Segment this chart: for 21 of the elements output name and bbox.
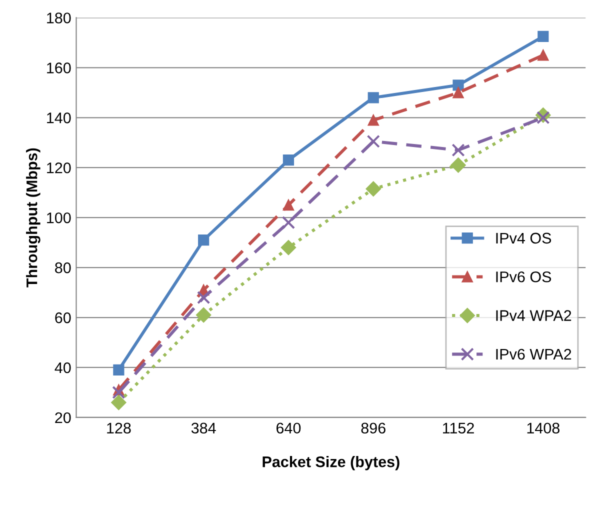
y-tick-label: 180 (47, 12, 71, 24)
x-tick-label: 896 (361, 422, 386, 434)
y-tick-label: 100 (47, 212, 71, 224)
y-tick-label: 40 (54, 362, 71, 374)
legend-label: IPv6 OS (496, 271, 552, 282)
y-tick-label: 120 (47, 162, 71, 174)
y-axis-title: Throughput (Mbps) (26, 148, 40, 288)
x-tick-label: 384 (191, 422, 216, 434)
legend-label: IPv4 WPA2 (496, 310, 572, 321)
y-tick-label: 20 (55, 412, 71, 424)
y-tick-label: 140 (47, 112, 71, 124)
legend-label: IPv4 OS (496, 232, 552, 244)
x-tick-label: 1152 (443, 422, 474, 434)
y-tick-label: 80 (55, 262, 71, 274)
x-tick-label: 640 (276, 422, 301, 434)
y-tick-label: 160 (47, 62, 71, 74)
x-axis-title: Packet Size (bytes) (262, 456, 400, 470)
x-tick-label: 1408 (527, 422, 560, 434)
y-tick-label: 60 (55, 312, 71, 324)
x-tick-label: 128 (107, 422, 131, 434)
legend-label: IPv6 WPA2 (496, 348, 572, 360)
